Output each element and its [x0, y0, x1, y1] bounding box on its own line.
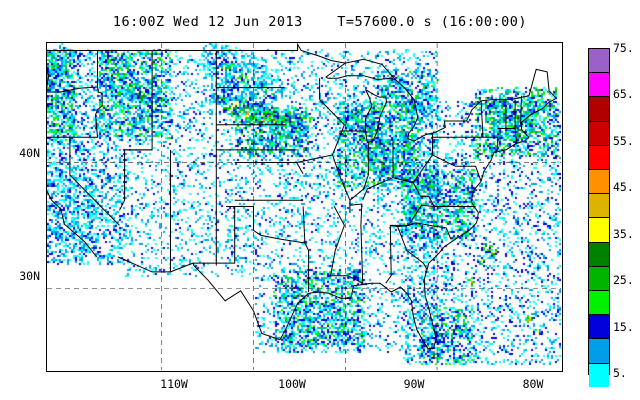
graticule-grid: [47, 43, 561, 370]
colorbar-label-35: 35.: [613, 226, 634, 241]
colorbar-band-30: [589, 266, 609, 292]
map-outline-layer: [47, 43, 561, 370]
x-tick-label-90w: 90W: [403, 377, 425, 391]
colorbar-band-60: [589, 121, 609, 146]
colorbar-band-40: [589, 218, 609, 243]
y-tick-label-30n: 30N: [19, 269, 40, 283]
colorbar-label-5: 5.: [613, 366, 627, 380]
chart-title: 16:00Z Wed 12 Jun 2013 T=57600.0 s (16:0…: [112, 14, 528, 30]
x-tick-label-80w: 80W: [522, 377, 544, 391]
x-tick-label-100w: 100W: [278, 377, 306, 391]
colorbar-band-20: [589, 315, 609, 340]
colorbar-label-65: 65.: [613, 87, 634, 102]
x-tick-label-110w: 110W: [160, 377, 188, 391]
colorbar-label-55: 55.: [613, 133, 634, 148]
colorbar-band-10: [589, 363, 609, 387]
colorbar-band-70: [589, 73, 609, 98]
colorbar-band-25: [589, 291, 609, 316]
radar-map-plot: [46, 42, 563, 372]
coastline-and-state-borders: [47, 43, 557, 350]
colorbar-band-75: [589, 49, 609, 74]
colorbar: [588, 48, 610, 387]
colorbar-label-25: 25.: [613, 273, 634, 288]
colorbar-label-15: 15.: [613, 319, 634, 334]
colorbar-band-15: [589, 339, 609, 364]
colorbar-label-75: 75.: [613, 41, 634, 55]
colorbar-band-50: [589, 170, 609, 195]
colorbar-band-45: [589, 194, 609, 219]
colorbar-band-35: [589, 242, 609, 267]
colorbar-band-65: [589, 97, 609, 122]
colorbar-label-45: 45.: [613, 180, 634, 195]
colorbar-band-55: [589, 145, 609, 171]
y-tick-label-40n: 40N: [19, 146, 40, 160]
